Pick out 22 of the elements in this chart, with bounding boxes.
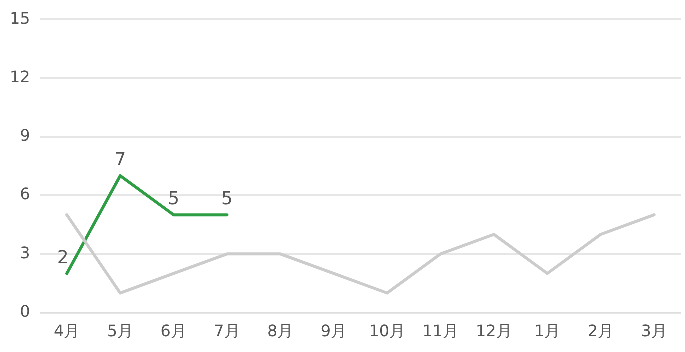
- y-tick-label: 6: [20, 184, 30, 204]
- x-tick-label: 3月: [641, 322, 668, 341]
- y-tick-label: 15: [10, 8, 30, 28]
- data-label: 5: [168, 188, 180, 210]
- x-tick-label: 6月: [160, 322, 187, 341]
- x-tick-label: 4月: [54, 322, 80, 341]
- x-tick-label: 5月: [107, 322, 134, 341]
- y-tick-label: 9: [20, 126, 30, 146]
- y-tick-label: 12: [10, 67, 30, 86]
- x-tick-label: 1月: [534, 322, 561, 341]
- data-label: 5: [221, 188, 233, 210]
- x-tick-label: 12月: [476, 322, 512, 341]
- data-label: 2: [57, 247, 69, 268]
- x-tick-label: 9月: [320, 322, 348, 341]
- x-tick-label: 11月: [422, 322, 459, 341]
- y-tick-label: 3: [20, 243, 30, 262]
- x-tick-label: 2月: [588, 322, 614, 341]
- data-label: 7: [114, 150, 126, 171]
- y-tick-label: 0: [20, 302, 30, 321]
- x-tick-label: 7月: [214, 322, 240, 341]
- x-tick-label: 10月: [369, 322, 406, 341]
- x-tick-label: 8月: [268, 322, 294, 341]
